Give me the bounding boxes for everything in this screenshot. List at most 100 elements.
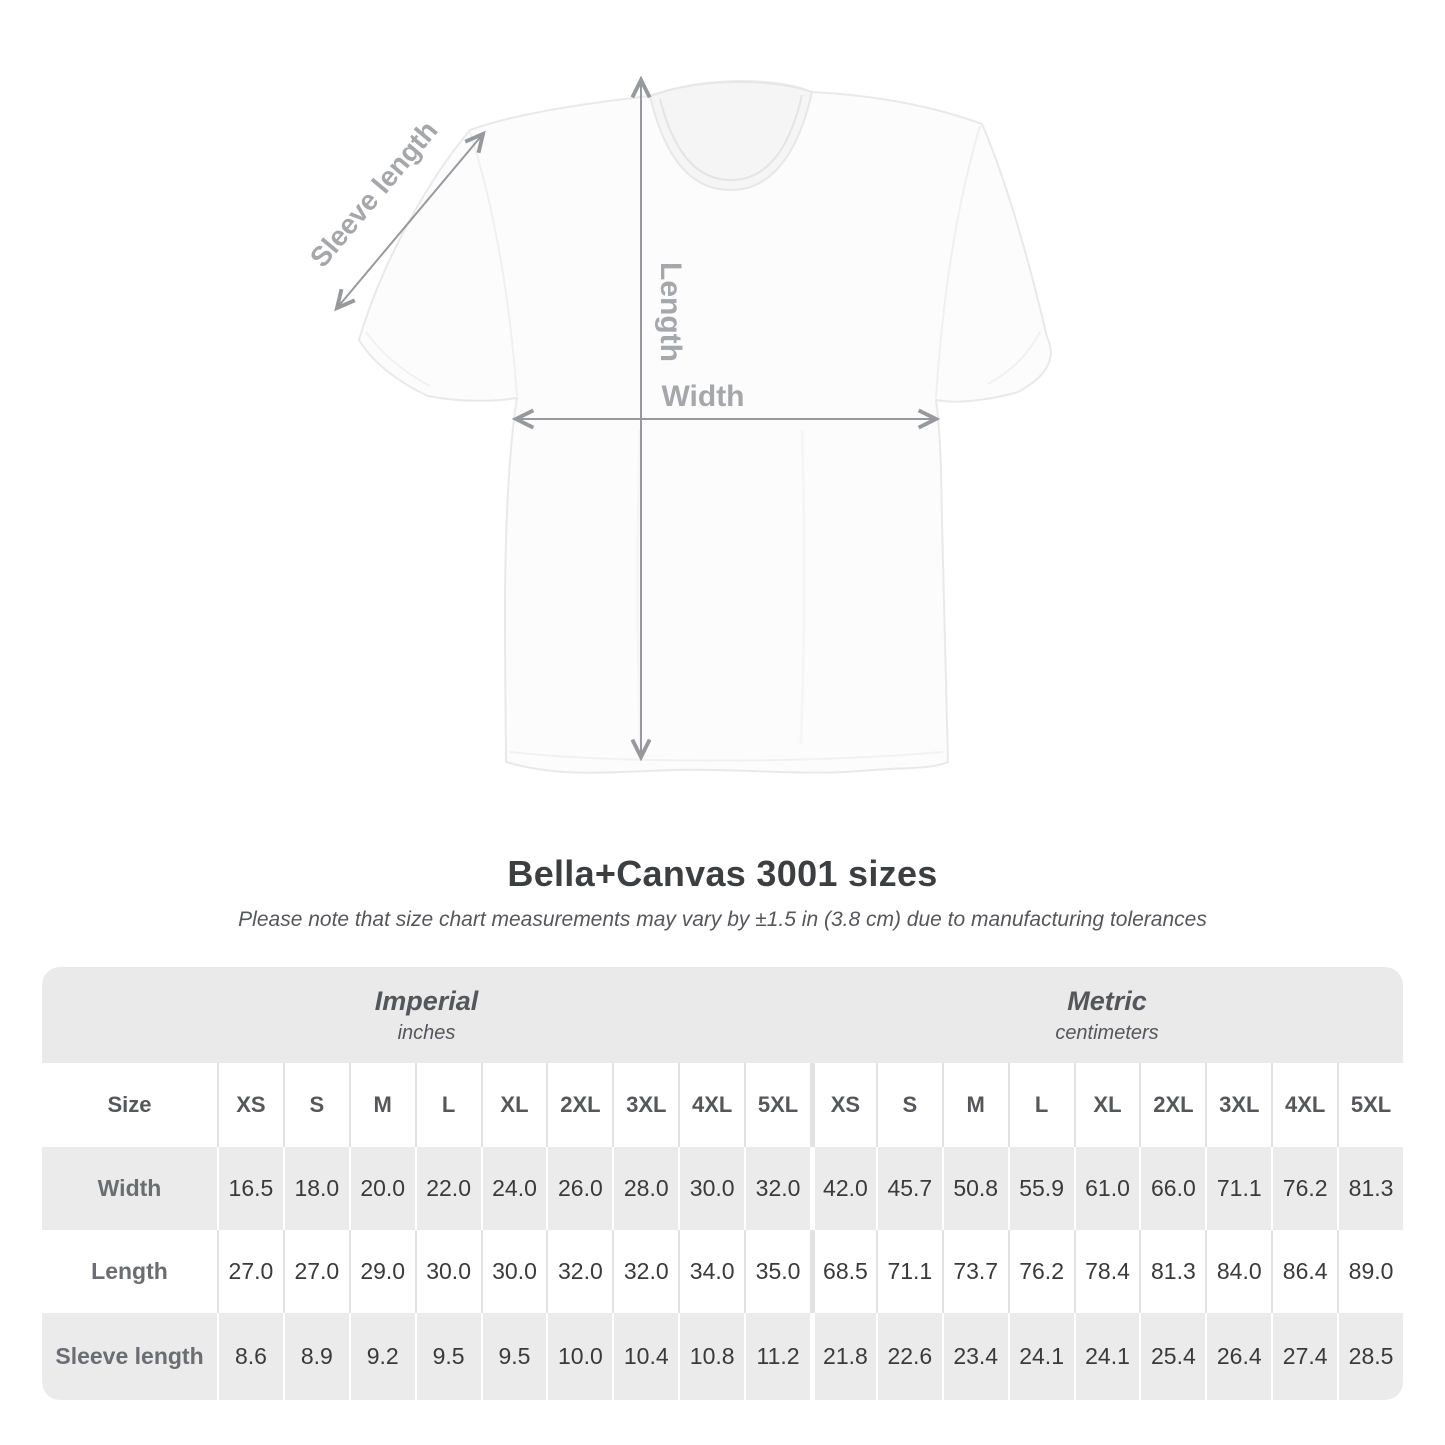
- metric-title: Metric: [1067, 985, 1147, 1016]
- length-imperial-s: 27.0: [282, 1230, 349, 1313]
- sleeve-length-metric-2xl: 25.4: [1139, 1313, 1205, 1400]
- sleeve-length-metric-5xl: 28.5: [1337, 1313, 1403, 1400]
- sleeve-length-metric-3xl: 26.4: [1205, 1313, 1271, 1400]
- length-metric-3xl: 84.0: [1205, 1230, 1271, 1313]
- left-cuff-seam: [365, 331, 431, 387]
- length-metric-4xl: 86.4: [1271, 1230, 1337, 1313]
- sleeve-length-imperial-m: 9.2: [348, 1313, 415, 1400]
- width-imperial-4xl: 30.0: [678, 1147, 744, 1230]
- width-label: Width: [661, 380, 744, 413]
- size-col-imperial-s: S: [282, 1063, 349, 1147]
- size-col-metric-xs: XS: [809, 1063, 876, 1147]
- length-metric-l: 76.2: [1007, 1230, 1074, 1313]
- size-table: Imperial inches Metric centimeters Size X…: [42, 967, 1403, 1400]
- sleeve-length-metric-s: 22.6: [875, 1313, 942, 1400]
- sleeve-length-metric-xl: 24.1: [1073, 1313, 1140, 1400]
- length-metric-xs: 68.5: [809, 1230, 876, 1313]
- sleeve-length-imperial-l: 9.5: [414, 1313, 481, 1400]
- size-col-metric-3xl: 3XL: [1205, 1063, 1271, 1147]
- length-row: Length 27.0 27.0 29.0 30.0 30.0 32.0 32.0 34.0 35…: [42, 1230, 1403, 1313]
- sleeve-length-imperial-2xl: 10.0: [546, 1313, 612, 1400]
- size-col-imperial-4xl: 4XL: [678, 1063, 744, 1147]
- width-metric-s: 45.7: [875, 1147, 942, 1230]
- width-imperial-m: 20.0: [348, 1147, 415, 1230]
- size-header-label: Size: [107, 1092, 152, 1117]
- tshirt-illustration: [358, 80, 1052, 774]
- length-metric-s: 71.1: [875, 1230, 942, 1313]
- size-col-metric-m: M: [941, 1063, 1008, 1147]
- right-cuff-seam: [987, 331, 1041, 385]
- length-label: Length: [654, 262, 687, 362]
- right-armhole-seam: [935, 125, 981, 399]
- width-metric-2xl: 66.0: [1139, 1147, 1205, 1230]
- unit-header-band: Imperial inches Metric centimeters: [42, 967, 1403, 1063]
- sleeve-length-metric-l: 24.1: [1007, 1313, 1074, 1400]
- size-table-grid: Size XS S M L XL 2XL 3XL 4XL 5XL XS S M L XL 2XL 3XL 4XL 5…: [42, 1063, 1403, 1400]
- fabric-crease: [799, 429, 806, 745]
- size-col-imperial-2xl: 2XL: [546, 1063, 612, 1147]
- width-metric-4xl: 76.2: [1271, 1147, 1337, 1230]
- length-imperial-2xl: 32.0: [546, 1230, 612, 1313]
- size-col-metric-xl: XL: [1073, 1063, 1140, 1147]
- sleeve-length-imperial-3xl: 10.4: [612, 1313, 678, 1400]
- sleeve-length-metric-m: 23.4: [941, 1313, 1008, 1400]
- sleeve-length-row: Sleeve length 8.6 8.9 9.2 9.5 9.5 10.0 10.4 10.8…: [42, 1313, 1403, 1400]
- width-metric-3xl: 71.1: [1205, 1147, 1271, 1230]
- width-label: Width: [97, 1175, 162, 1201]
- length-metric-2xl: 81.3: [1139, 1230, 1205, 1313]
- size-col-imperial-xl: XL: [480, 1063, 547, 1147]
- metric-header: Metric centimeters: [811, 967, 1403, 1063]
- sleeve-length-metric-4xl: 27.4: [1271, 1313, 1337, 1400]
- length-imperial-l: 30.0: [414, 1230, 481, 1313]
- size-col-metric-5xl: 5XL: [1337, 1063, 1403, 1147]
- width-metric-l: 55.9: [1007, 1147, 1074, 1230]
- width-metric-5xl: 81.3: [1337, 1147, 1403, 1230]
- metric-unit: centimeters: [1055, 1021, 1159, 1044]
- size-col-metric-s: S: [875, 1063, 942, 1147]
- size-col-imperial-l: L: [414, 1063, 481, 1147]
- width-row: Width 16.5 18.0 20.0 22.0 24.0 26.0 28.0 30.0 32.…: [42, 1147, 1403, 1230]
- sleeve-length-metric-xs: 21.8: [809, 1313, 876, 1400]
- size-col-imperial-5xl: 5XL: [744, 1063, 810, 1147]
- sleeve-length-imperial-xl: 9.5: [480, 1313, 547, 1400]
- size-col-imperial-xs: XS: [217, 1063, 283, 1147]
- length-metric-m: 73.7: [941, 1230, 1008, 1313]
- sleeve-length-imperial-xs: 8.6: [217, 1313, 283, 1400]
- sleeve-length-imperial-s: 8.9: [282, 1313, 349, 1400]
- width-metric-xl: 61.0: [1073, 1147, 1140, 1230]
- collar-rib-seam: [659, 94, 803, 182]
- size-col-imperial-m: M: [348, 1063, 415, 1147]
- width-imperial-2xl: 26.0: [546, 1147, 612, 1230]
- imperial-title: Imperial: [374, 985, 479, 1016]
- width-metric-xs: 42.0: [809, 1147, 876, 1230]
- tshirt-measurement-diagram: Length Width Sleeve length: [304, 0, 1052, 774]
- width-imperial-xs: 16.5: [217, 1147, 283, 1230]
- width-imperial-3xl: 28.0: [612, 1147, 678, 1230]
- size-col-metric-4xl: 4XL: [1271, 1063, 1337, 1147]
- length-imperial-xl: 30.0: [480, 1230, 547, 1313]
- size-col-imperial-3xl: 3XL: [612, 1063, 678, 1147]
- size-col-metric-2xl: 2XL: [1139, 1063, 1205, 1147]
- sleeve-length-label: Sleeve length: [55, 1343, 204, 1369]
- length-imperial-m: 29.0: [348, 1230, 415, 1313]
- length-label: Length: [91, 1258, 168, 1284]
- measurement-arrows: [337, 80, 936, 757]
- length-imperial-3xl: 32.0: [612, 1230, 678, 1313]
- width-imperial-xl: 24.0: [480, 1147, 547, 1230]
- width-imperial-s: 18.0: [282, 1147, 349, 1230]
- length-metric-5xl: 89.0: [1337, 1230, 1403, 1313]
- length-imperial-5xl: 35.0: [744, 1230, 810, 1313]
- imperial-header: Imperial inches: [42, 967, 811, 1063]
- sleeve-length-imperial-5xl: 11.2: [744, 1313, 810, 1400]
- imperial-unit: inches: [397, 1021, 456, 1044]
- width-imperial-l: 22.0: [414, 1147, 481, 1230]
- length-imperial-4xl: 34.0: [678, 1230, 744, 1313]
- length-metric-xl: 78.4: [1073, 1230, 1140, 1313]
- size-header-row: Size XS S M L XL 2XL 3XL 4XL 5XL XS S M L XL 2XL 3XL 4XL 5…: [42, 1063, 1403, 1147]
- width-metric-m: 50.8: [941, 1147, 1008, 1230]
- width-imperial-5xl: 32.0: [744, 1147, 810, 1230]
- hem-seam: [509, 751, 944, 762]
- size-chart-title: Bella+Canvas 3001 sizes: [507, 853, 938, 894]
- tolerance-note: Please note that size chart measurements…: [238, 908, 1207, 931]
